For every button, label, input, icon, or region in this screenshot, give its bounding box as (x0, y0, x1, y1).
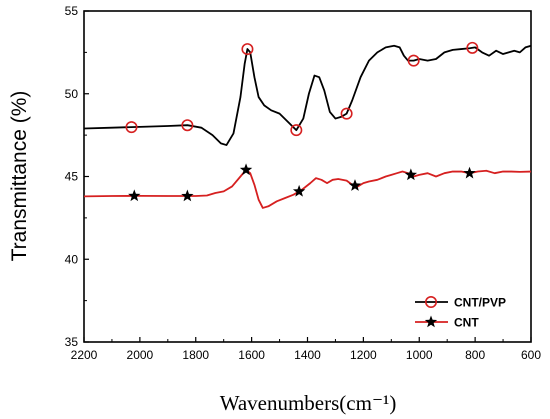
series-layer (84, 44, 531, 209)
data-point-cnt-pvp (181, 119, 194, 132)
y-tick-label: 35 (65, 335, 79, 349)
data-point-cnt (239, 163, 253, 176)
x-tick-label: 2000 (127, 348, 154, 362)
y-tick-label: 45 (65, 170, 79, 184)
series-line-cnt-pvp (84, 44, 531, 146)
plot-frame (83, 10, 532, 343)
x-axis-title: Wavenumbers(cm⁻¹) (220, 391, 397, 415)
data-point-cnt-pvp (125, 121, 138, 134)
data-point-cnt-pvp (340, 107, 353, 120)
x-tick-label: 2200 (71, 348, 98, 362)
y-tick-label: 40 (65, 252, 79, 266)
data-point-cnt (463, 166, 476, 179)
series-line-cnt (84, 168, 531, 209)
data-point-cnt-pvp (241, 43, 254, 56)
data-point-cnt (128, 189, 141, 202)
data-point-cnt-pvp (466, 41, 479, 54)
data-point-cnt-pvp (407, 54, 420, 67)
x-tick-label: 800 (465, 348, 485, 362)
data-point-cnt (404, 168, 418, 181)
data-point-cnt (181, 189, 194, 202)
data-point-cnt-pvp (290, 124, 303, 137)
x-tick-label: 600 (521, 348, 541, 362)
y-axis-title: Transmittance (%) (8, 91, 31, 262)
x-tick-label: 1400 (294, 348, 321, 362)
marker-layer (125, 41, 479, 202)
y-tick-label: 55 (65, 4, 79, 18)
y-tick-label: 50 (65, 87, 79, 101)
x-axis-ticks: 2200 2000 1800 1600 1400 1200 1000 800 600 (71, 337, 541, 362)
legend-label: CNT (454, 316, 479, 330)
x-tick-label: 1600 (238, 348, 265, 362)
data-point-cnt (292, 184, 306, 197)
y-axis-ticks: 35 40 45 50 55 (65, 4, 89, 349)
legend-marker-star (424, 315, 438, 328)
data-point-cnt (348, 179, 362, 191)
x-tick-label: 1200 (350, 348, 377, 362)
legend-label: CNT/PVP (454, 296, 506, 310)
x-tick-label: 1800 (182, 348, 209, 362)
legend-marker-circle (424, 295, 437, 308)
legend: CNT/PVP CNT (415, 296, 506, 330)
x-tick-label: 1000 (406, 348, 433, 362)
